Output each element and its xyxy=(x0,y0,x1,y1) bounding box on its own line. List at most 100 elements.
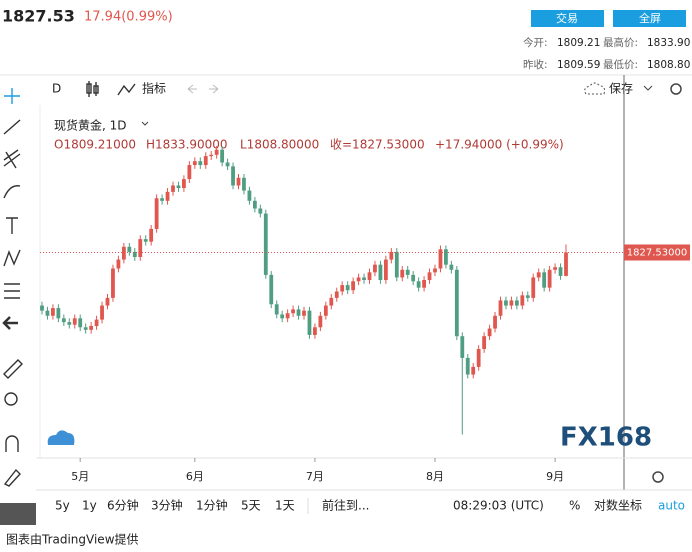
auto-scale[interactable]: auto xyxy=(658,499,685,513)
candle-body xyxy=(323,305,328,316)
pattern-tool[interactable] xyxy=(3,249,21,267)
candle-body xyxy=(121,246,126,260)
x-tick-label: 6月 xyxy=(186,470,204,483)
percent[interactable]: % xyxy=(569,499,580,513)
fib-tool[interactable] xyxy=(3,149,21,169)
zoom-tool[interactable] xyxy=(4,392,18,406)
save[interactable]: 保存 xyxy=(609,82,633,96)
candle-body xyxy=(296,309,301,316)
candle-body xyxy=(247,190,252,201)
candle-body xyxy=(116,259,121,269)
candle-body xyxy=(111,268,115,298)
candle-body xyxy=(269,274,274,305)
text-tool[interactable] xyxy=(6,217,18,234)
fullscreen-button[interactable] xyxy=(613,10,686,27)
candle-body xyxy=(444,249,448,265)
candle-body xyxy=(416,281,421,288)
stat: 1809.21 xyxy=(557,37,600,49)
candle-body xyxy=(318,315,323,328)
button-label[interactable]: 全屏 xyxy=(639,11,661,25)
candle-body xyxy=(373,264,377,273)
drawing-toolbar xyxy=(2,88,23,487)
candle-body xyxy=(558,267,563,276)
candle-body xyxy=(252,200,257,209)
stat: 1809.59 xyxy=(557,59,600,71)
candle-body xyxy=(383,259,388,280)
indicators[interactable]: 指标 xyxy=(142,81,166,96)
watermark: FX168 xyxy=(560,423,652,453)
candle-body xyxy=(340,285,345,292)
x-tick-label: 9月 xyxy=(546,470,564,483)
tool-bottom[interactable] xyxy=(0,503,36,525)
candle-body xyxy=(438,249,443,269)
range-button[interactable]: 5y xyxy=(55,499,70,513)
candle-body xyxy=(362,277,366,280)
candle-body xyxy=(313,327,317,335)
candle-body xyxy=(378,264,383,280)
candle-body xyxy=(302,310,306,316)
brush-tool[interactable] xyxy=(3,185,21,199)
indicator-icon[interactable] xyxy=(117,83,136,96)
magnet-tool[interactable] xyxy=(5,435,19,452)
legend-value: L1808.80000 xyxy=(240,138,319,152)
cloud-icon[interactable] xyxy=(584,82,605,95)
candle-body xyxy=(400,269,405,278)
line-tool[interactable] xyxy=(3,119,21,135)
watermark-icon xyxy=(47,430,75,445)
range-button[interactable]: 5天 xyxy=(241,499,261,513)
range-button[interactable]: 6分钟 xyxy=(107,498,139,513)
change: 17.94(0.99%) xyxy=(84,10,173,25)
time: 08:29:03 (UTC) xyxy=(453,499,544,513)
log-scale[interactable]: 对数坐标 xyxy=(594,498,642,513)
range-button[interactable]: 1天 xyxy=(275,499,295,513)
candle-body xyxy=(285,313,290,319)
range-button[interactable]: 1分钟 xyxy=(196,498,228,513)
candle-body xyxy=(274,304,279,315)
candle-body xyxy=(171,185,175,192)
ruler-tool[interactable] xyxy=(3,359,23,379)
candle-body xyxy=(394,251,399,278)
legend-value: +17.94000 (+0.99%) xyxy=(435,138,564,152)
candle-body xyxy=(471,366,476,375)
candle-body xyxy=(220,149,225,163)
candle-body xyxy=(231,166,235,186)
title-dropdown[interactable] xyxy=(141,121,149,126)
prediction-tool[interactable] xyxy=(4,283,20,299)
interval[interactable]: D xyxy=(52,82,61,96)
candle-body xyxy=(536,272,541,278)
candle-body xyxy=(504,300,508,306)
crosshair-tool[interactable] xyxy=(4,88,20,104)
candle-body xyxy=(182,179,186,189)
settings-icon[interactable] xyxy=(670,83,682,95)
candle-body xyxy=(476,348,481,367)
candle-body xyxy=(291,309,295,314)
goto[interactable]: 前往到... xyxy=(322,498,369,513)
x-tick-label: 7月 xyxy=(306,470,324,483)
candle-body xyxy=(482,336,487,349)
range-button[interactable]: 1y xyxy=(82,499,97,513)
back-tool[interactable] xyxy=(2,316,18,330)
undo-redo[interactable] xyxy=(187,84,219,94)
candle-body xyxy=(509,300,514,306)
stat: 昨收: xyxy=(523,58,548,71)
x-tick-label: 5月 xyxy=(71,470,89,483)
candle-body xyxy=(280,314,285,319)
candle-body xyxy=(427,272,432,280)
candle-body xyxy=(176,185,181,189)
candle-body xyxy=(367,272,372,280)
candle-body xyxy=(78,318,83,328)
candle-body xyxy=(553,267,557,270)
candle-body xyxy=(345,285,350,291)
trade-button[interactable] xyxy=(531,10,604,27)
dropdown[interactable] xyxy=(643,85,653,91)
candle-body xyxy=(56,308,61,319)
candle-body xyxy=(94,319,99,326)
lock-draw-tool[interactable] xyxy=(3,468,21,487)
range-button[interactable]: 3分钟 xyxy=(151,498,183,513)
candle-body xyxy=(487,328,492,337)
button-label[interactable]: 交易 xyxy=(556,11,578,25)
axis-settings[interactable] xyxy=(652,471,664,483)
candle-body xyxy=(165,191,170,201)
candle-icon[interactable] xyxy=(86,81,99,97)
